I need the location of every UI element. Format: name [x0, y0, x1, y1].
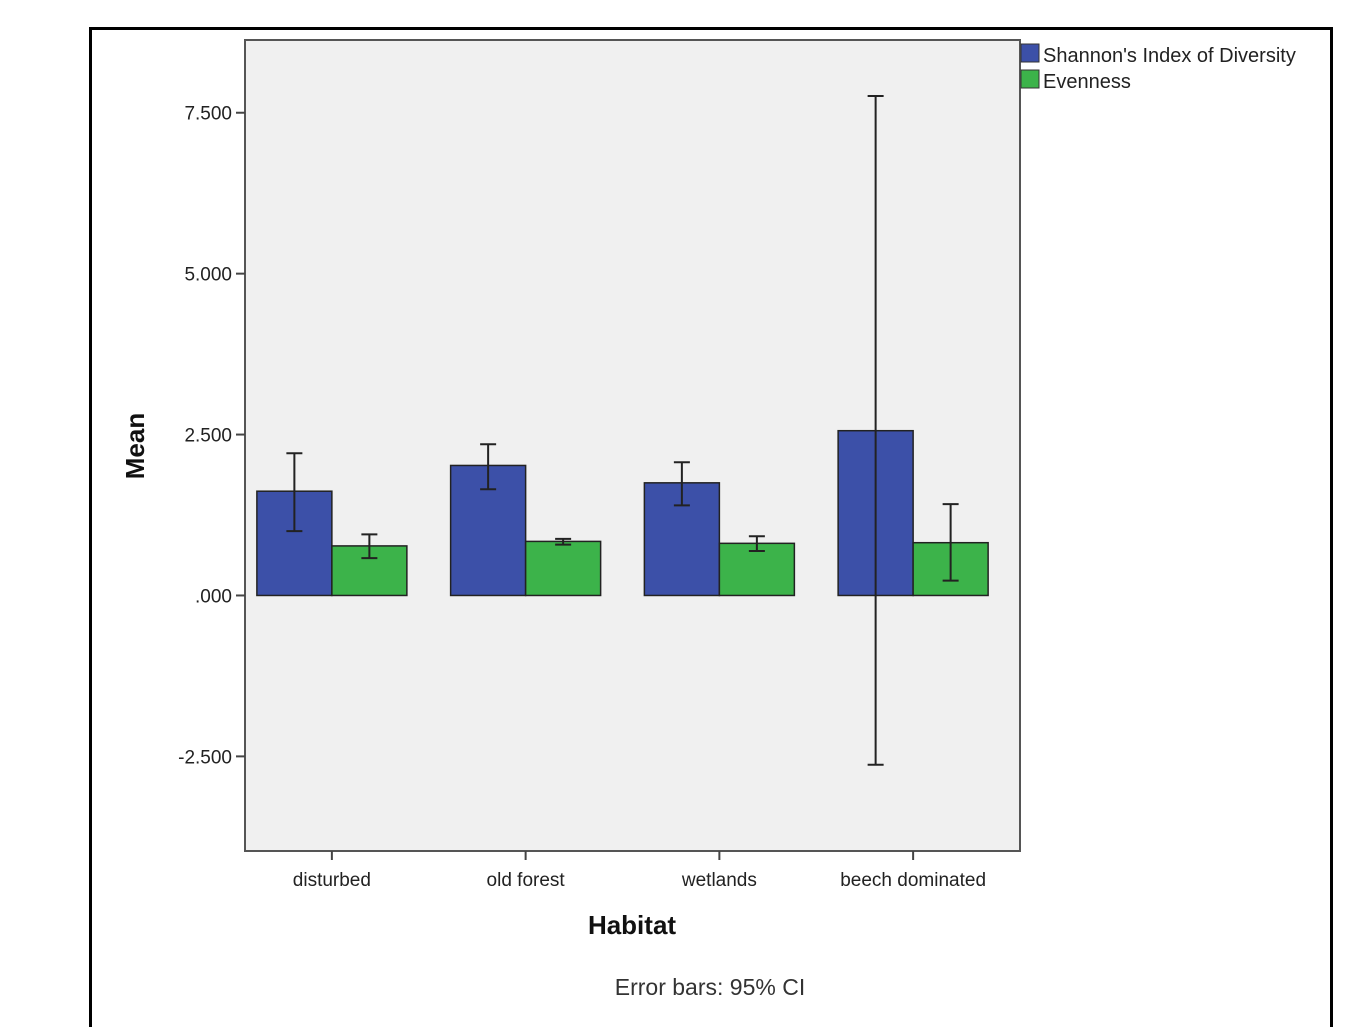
x-tick-label: wetlands	[681, 870, 757, 891]
y-tick-label: -2.500	[178, 747, 232, 768]
legend-swatch-diversity	[1020, 43, 1040, 63]
x-axis: disturbed old forest wetlands beech dominat…	[293, 851, 986, 891]
bar-evenness	[524, 540, 602, 597]
x-tick-label: disturbed	[293, 870, 371, 891]
y-axis: -2.500 .000 2.500 5.000 7.500	[178, 104, 245, 768]
bars-layer	[256, 429, 989, 597]
error-bars-footnote: Error bars: 95% CI	[615, 974, 805, 1000]
legend-swatch-evenness	[1020, 69, 1040, 89]
legend-label-evenness: Evenness	[1043, 71, 1131, 93]
x-axis-title: Habitat	[588, 910, 676, 940]
errorbars-layer	[286, 94, 959, 766]
y-tick-label: 2.500	[184, 426, 232, 447]
y-tick-label: .000	[195, 586, 232, 607]
y-tick-label: 5.000	[184, 265, 232, 286]
y-tick-label: 7.500	[184, 104, 232, 125]
chart-frame	[89, 27, 1333, 1027]
legend: Shannon's Index of Diversity Evenness	[1020, 43, 1296, 93]
x-tick-label: beech dominated	[840, 870, 986, 891]
x-tick-label: old forest	[487, 870, 566, 891]
y-axis-title: Mean	[120, 413, 150, 479]
legend-label-diversity: Shannon's Index of Diversity	[1043, 45, 1296, 67]
